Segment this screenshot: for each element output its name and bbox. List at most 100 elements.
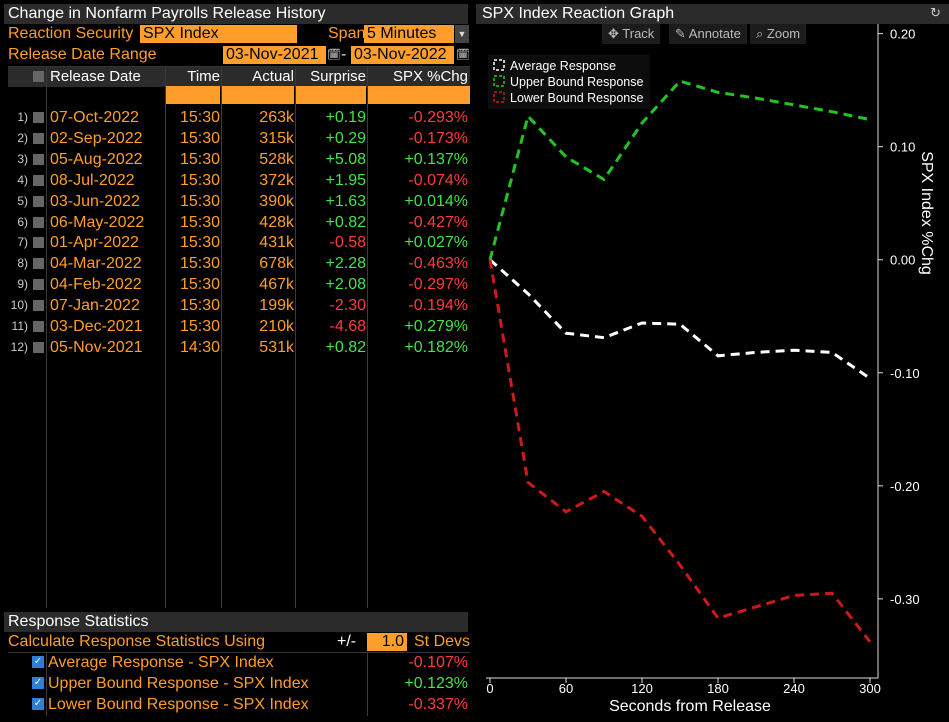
stat-value: -0.337%	[408, 696, 468, 713]
pencil-icon: ✎	[675, 26, 689, 41]
stats-row: ✓ Lower Bound Response - SPX Index -0.337%	[8, 694, 470, 715]
stdev-input[interactable]: 1.0	[367, 633, 407, 651]
actual-cell: 263k	[259, 109, 294, 126]
row-checkbox[interactable]	[33, 132, 44, 144]
series-checkbox[interactable]: ✓	[32, 656, 44, 668]
column-header-spx-chg[interactable]: SPX %Chg	[392, 68, 468, 85]
surprise-cell: +1.63	[325, 192, 366, 210]
column-header-time[interactable]: Time	[187, 68, 220, 85]
spx-chg-cell: +0.182%	[404, 338, 468, 356]
row-checkbox[interactable]	[33, 321, 44, 332]
release-date-cell: 07-Jan-2022	[50, 297, 140, 315]
upper-bound-response-series-line[interactable]	[488, 79, 871, 261]
annotate-button[interactable]: ✎ Annotate	[669, 24, 747, 44]
chevron-down-icon[interactable]: ▼	[455, 25, 469, 43]
response-statistics-title: Response Statistics	[4, 612, 468, 632]
table-row[interactable]: 7) 01-Apr-2022 15:30 431k -0.58 +0.027%	[8, 232, 470, 253]
row-checkbox[interactable]	[33, 258, 44, 270]
actual-cell: 678k	[259, 255, 294, 273]
actual-cell: 431k	[259, 234, 294, 252]
span-label: Span	[328, 25, 366, 42]
row-checkbox[interactable]	[33, 300, 44, 312]
actual-filter-bar[interactable]	[222, 86, 294, 104]
stat-label: Upper Bound Response - SPX Index	[48, 675, 309, 692]
time-cell: 14:30	[179, 338, 220, 356]
range-end-input[interactable]: 03-Nov-2022	[351, 46, 454, 64]
release-date-cell: 04-Feb-2022	[50, 276, 142, 294]
legend-entry[interactable]: Upper Bound Response	[510, 75, 643, 89]
zoom-button[interactable]: ⌕ Zoom	[750, 24, 807, 44]
table-row[interactable]: 5) 03-Jun-2022 15:30 390k +1.63 +0.014%	[8, 191, 470, 212]
range-start-input[interactable]: 03-Nov-2021	[223, 46, 326, 64]
spx-chg-filter-bar[interactable]	[368, 86, 470, 104]
time-filter-bar[interactable]	[166, 86, 220, 104]
actual-cell: 315k	[259, 129, 294, 147]
column-header-surprise[interactable]: Surprise	[310, 68, 366, 85]
spx-chg-cell: -0.173%	[408, 129, 468, 147]
release-date-cell: 05-Nov-2021	[50, 338, 143, 356]
release-date-range-label: Release Date Range	[8, 46, 157, 63]
row-checkbox[interactable]	[33, 279, 44, 291]
table-row[interactable]: 10) 07-Jan-2022 15:30 199k -2.30 -0.194%	[8, 295, 470, 316]
stat-label: Average Response - SPX Index	[48, 654, 274, 671]
legend-entry[interactable]: Average Response	[510, 59, 616, 73]
time-cell: 15:30	[179, 171, 220, 189]
release-date-cell: 05-Aug-2022	[50, 150, 143, 168]
y-tick-label: -0.30	[890, 592, 920, 607]
series-checkbox[interactable]: ✓	[32, 698, 44, 710]
table-row[interactable]: 9) 04-Feb-2022 15:30 467k +2.08 -0.297%	[8, 274, 470, 295]
reaction-chart[interactable]: 0.20 0.10 0.00 -0.10 -0.20 -0.30 0 60 120 180 240 3…	[476, 0, 949, 722]
select-all-checkbox[interactable]	[33, 71, 44, 82]
table-row[interactable]: 8) 04-Mar-2022 15:30 678k +2.28 -0.463%	[8, 253, 470, 274]
stdev-label: St Devs	[414, 633, 471, 650]
table-row[interactable]: 11) 03-Dec-2021 15:30 210k -4.68 +0.279%	[8, 316, 470, 337]
table-row[interactable]: 1) 07-Oct-2022 15:30 263k +0.19 -0.293%	[8, 107, 470, 128]
crosshair-icon: ✥	[608, 26, 623, 41]
calendar-icon[interactable]: 🗓	[456, 49, 470, 61]
table-row[interactable]: 6) 06-May-2022 15:30 428k +0.82 -0.427%	[8, 212, 470, 233]
row-checkbox[interactable]	[33, 195, 44, 207]
refresh-icon[interactable]: ↻	[930, 5, 941, 20]
x-axis-label: Seconds from Release	[609, 698, 771, 715]
span-select[interactable]: 5 Minutes	[364, 25, 454, 43]
reaction-security-label: Reaction Security	[8, 25, 134, 42]
table-row[interactable]: 12) 05-Nov-2021 14:30 531k +0.82 +0.182%	[8, 337, 470, 358]
stats-table	[8, 652, 470, 716]
row-checkbox[interactable]	[33, 341, 44, 353]
surprise-cell: -0.58	[329, 234, 366, 252]
row-checkbox[interactable]	[33, 112, 44, 123]
calendar-icon[interactable]: 🗓	[327, 49, 341, 61]
x-tick-label: 0	[486, 681, 493, 696]
table-row[interactable]: 3) 05-Aug-2022 15:30 528k +5.08 +0.137%	[8, 149, 470, 170]
x-tick-label: 300	[859, 681, 881, 696]
legend-swatch	[493, 75, 505, 87]
surprise-cell: +2.08	[325, 276, 366, 294]
column-header-actual[interactable]: Actual	[252, 68, 294, 85]
actual-cell: 210k	[259, 318, 294, 335]
series-checkbox[interactable]: ✓	[32, 677, 44, 689]
row-checkbox[interactable]	[33, 237, 44, 249]
legend-entry[interactable]: Lower Bound Response	[510, 91, 643, 105]
lower-bound-response-series-line[interactable]	[488, 259, 872, 643]
row-checkbox[interactable]	[33, 153, 44, 165]
y-tick-label: 0.20	[890, 27, 915, 42]
track-button[interactable]: ✥ Track	[602, 24, 661, 44]
spx-chg-cell: +0.014%	[404, 192, 468, 210]
table-row[interactable]: 4) 08-Jul-2022 15:30 372k +1.95 -0.074%	[8, 170, 470, 191]
actual-cell: 372k	[259, 171, 294, 189]
time-cell: 15:30	[179, 297, 220, 315]
row-index: 1)	[17, 110, 28, 124]
average-response-series-line[interactable]	[488, 258, 871, 380]
release-date-cell: 08-Jul-2022	[50, 171, 135, 189]
table-row[interactable]: 2) 02-Sep-2022 15:30 315k +0.29 -0.173%	[8, 128, 470, 149]
row-checkbox[interactable]	[33, 216, 44, 228]
release-table: Release Date Time Actual Surprise SPX %C…	[8, 66, 470, 608]
surprise-filter-bar[interactable]	[296, 86, 366, 104]
row-checkbox[interactable]	[33, 174, 44, 186]
release-date-cell: 02-Sep-2022	[50, 129, 143, 147]
reaction-security-input[interactable]: SPX Index	[140, 25, 297, 43]
time-cell: 15:30	[179, 129, 220, 147]
time-cell: 15:30	[179, 213, 220, 231]
spx-chg-cell: -0.293%	[408, 109, 468, 126]
column-header-release-date[interactable]: Release Date	[50, 68, 141, 85]
